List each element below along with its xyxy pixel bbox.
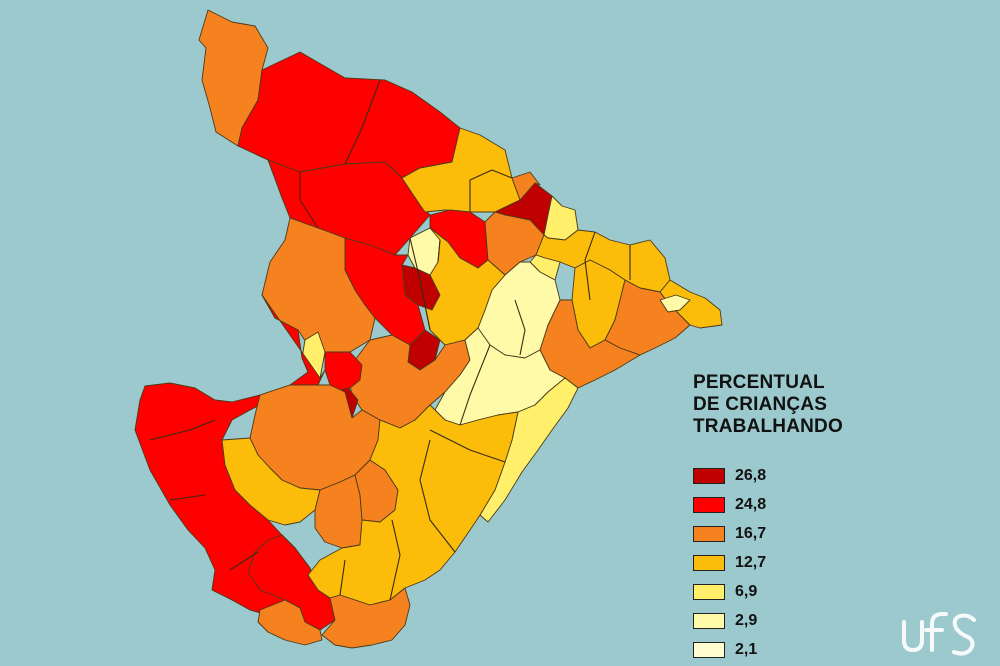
municipality-layer <box>134 9 723 649</box>
legend-swatch <box>693 468 725 484</box>
legend-label: 26,8 <box>735 467 767 484</box>
legend-item: 2,1 <box>693 640 853 660</box>
legend-label: 6,9 <box>735 583 758 600</box>
map-legend: PERCENTUAL DE CRIANÇAS TRABALHANDO 26,8 … <box>693 372 993 658</box>
legend-label: 2,9 <box>735 612 758 629</box>
legend-swatch <box>693 642 725 658</box>
municipality-region[interactable] <box>401 127 521 213</box>
legend-swatch <box>693 497 725 513</box>
legend-item: 16,7 <box>693 524 853 544</box>
legend-label: 12,7 <box>735 554 767 571</box>
municipality-region[interactable] <box>257 599 323 646</box>
legend-title-line: TRABALHANDO <box>693 416 843 437</box>
municipality-region[interactable] <box>324 351 363 393</box>
legend-title: PERCENTUAL DE CRIANÇAS TRABALHANDO <box>693 372 993 438</box>
legend-label: 16,7 <box>735 525 767 542</box>
legend-item: 26,8 <box>693 466 853 486</box>
legend-item: 12,7 <box>693 553 853 573</box>
municipality-region[interactable] <box>479 377 579 523</box>
legend-title-line: DE CRIANÇAS <box>693 394 828 415</box>
state-border-lines <box>149 79 631 601</box>
legend-swatch <box>693 555 725 571</box>
legend-swatch <box>693 584 725 600</box>
legend-item: 2,9 <box>693 611 853 631</box>
legend-swatch <box>693 526 725 542</box>
legend-item: 6,9 <box>693 582 853 602</box>
legend-item: 24,8 <box>693 495 853 515</box>
municipality-region[interactable] <box>134 294 326 616</box>
municipality-region[interactable] <box>511 171 541 201</box>
legend-swatch <box>693 613 725 629</box>
municipality-region[interactable] <box>237 51 461 179</box>
legend-label: 2,1 <box>735 641 758 658</box>
municipality-region[interactable] <box>321 587 411 649</box>
municipality-region[interactable] <box>659 294 691 313</box>
legend-label: 24,8 <box>735 496 767 513</box>
legend-title-line: PERCENTUAL <box>693 372 825 393</box>
ufs-logo-icon <box>902 612 976 656</box>
